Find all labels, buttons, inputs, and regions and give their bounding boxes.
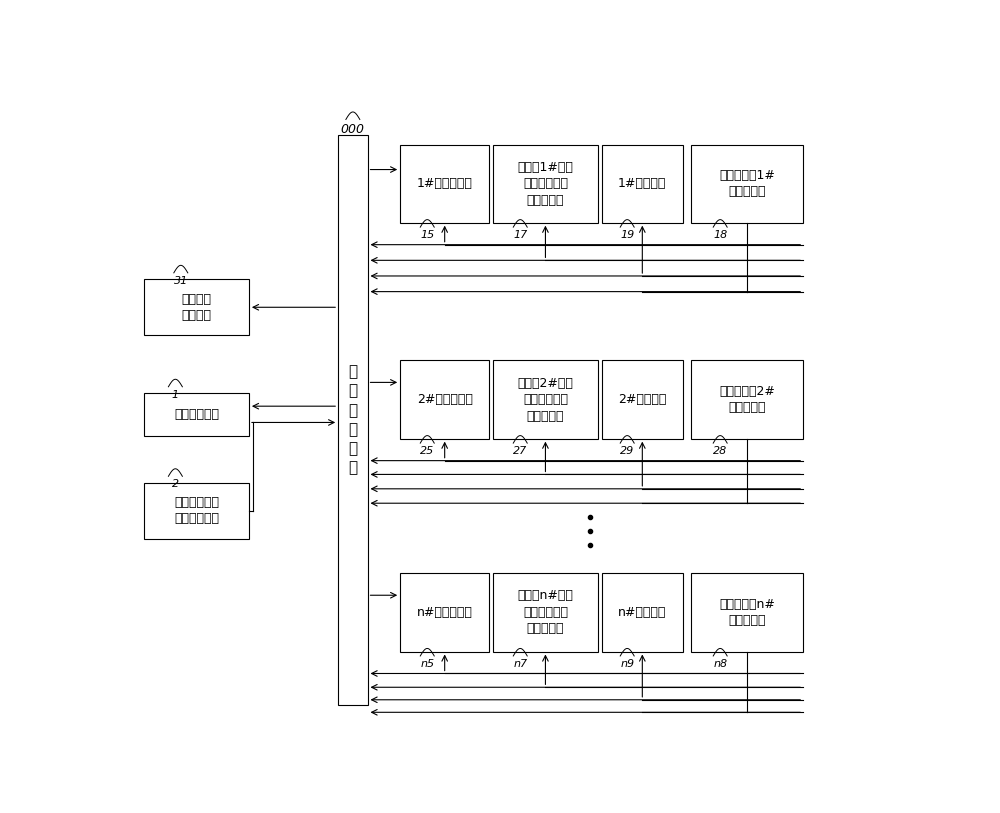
Bar bbox=[691, 573, 803, 651]
Text: n5: n5 bbox=[420, 659, 434, 669]
Text: 1#翻转平台: 1#翻转平台 bbox=[618, 177, 666, 190]
Text: 29: 29 bbox=[620, 446, 634, 456]
Bar bbox=[602, 145, 683, 223]
Text: 三维视觉
摄像系统: 三维视觉 摄像系统 bbox=[182, 293, 212, 322]
Text: 固定在n#机器
人手臂上方的
视觉摄像机: 固定在n#机器 人手臂上方的 视觉摄像机 bbox=[518, 589, 573, 636]
Text: 2: 2 bbox=[172, 480, 179, 489]
Bar bbox=[338, 135, 368, 705]
Bar bbox=[602, 573, 683, 651]
Text: 中
央
控
制
系
统: 中 央 控 制 系 统 bbox=[348, 364, 357, 476]
Text: 自动分拣线n#
入口输送带: 自动分拣线n# 入口输送带 bbox=[719, 598, 775, 627]
Text: 自动分拣线2#
入口输送带: 自动分拣线2# 入口输送带 bbox=[719, 385, 775, 415]
Bar bbox=[691, 360, 803, 439]
Text: 18: 18 bbox=[713, 230, 727, 241]
Bar bbox=[144, 393, 249, 436]
Text: 固定在2#机器
人手臂上方的
视觉摄像机: 固定在2#机器 人手臂上方的 视觉摄像机 bbox=[518, 376, 573, 423]
Text: 25: 25 bbox=[420, 446, 434, 456]
Text: 1#机器人系统: 1#机器人系统 bbox=[417, 177, 473, 190]
Text: n7: n7 bbox=[513, 659, 527, 669]
Text: n9: n9 bbox=[620, 659, 634, 669]
Text: 000: 000 bbox=[341, 123, 365, 136]
Bar bbox=[144, 279, 249, 336]
Text: 2#机器人系统: 2#机器人系统 bbox=[417, 393, 473, 406]
Text: 固定在1#机器
人手臂上方的
视觉摄像机: 固定在1#机器 人手臂上方的 视觉摄像机 bbox=[518, 161, 573, 207]
Text: 15: 15 bbox=[420, 230, 434, 241]
Bar bbox=[493, 145, 598, 223]
Text: 供包裹输送带: 供包裹输送带 bbox=[174, 408, 219, 421]
Text: n8: n8 bbox=[713, 659, 727, 669]
Bar bbox=[144, 483, 249, 539]
Text: 1: 1 bbox=[172, 390, 179, 400]
Text: 19: 19 bbox=[620, 230, 634, 241]
Text: 2#翻转平台: 2#翻转平台 bbox=[618, 393, 666, 406]
Text: 31: 31 bbox=[174, 276, 188, 286]
Bar bbox=[493, 360, 598, 439]
Text: 17: 17 bbox=[513, 230, 527, 241]
Bar bbox=[400, 360, 489, 439]
Bar bbox=[400, 145, 489, 223]
Text: n#机器人系统: n#机器人系统 bbox=[417, 606, 473, 619]
Text: n#翻转平台: n#翻转平台 bbox=[618, 606, 666, 619]
Bar bbox=[400, 573, 489, 651]
Bar bbox=[493, 573, 598, 651]
Text: 28: 28 bbox=[713, 446, 727, 456]
Text: 27: 27 bbox=[513, 446, 527, 456]
Text: 供包裹输送带
线速度传感器: 供包裹输送带 线速度传感器 bbox=[174, 496, 219, 525]
Bar bbox=[602, 360, 683, 439]
Text: 自动分拣线1#
入口输送带: 自动分拣线1# 入口输送带 bbox=[719, 169, 775, 198]
Bar bbox=[691, 145, 803, 223]
